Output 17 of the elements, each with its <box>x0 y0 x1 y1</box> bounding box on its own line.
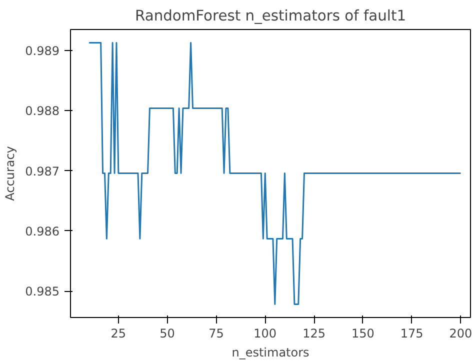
x-tick-label: 200 <box>449 326 472 340</box>
y-axis-title: Accuracy <box>3 146 18 201</box>
x-axis-title: n_estimators <box>232 346 310 360</box>
y-tick-label: 0.987 <box>25 164 60 178</box>
x-tick-label: 25 <box>110 326 126 340</box>
y-tick-label: 0.989 <box>25 44 60 58</box>
x-tick-label: 50 <box>160 326 175 340</box>
x-tick-label: 150 <box>351 326 374 340</box>
x-tick-label: 125 <box>302 326 326 340</box>
y-tick-label: 0.986 <box>25 224 60 238</box>
chart-title: RandomForest n_estimators of fault1 <box>134 8 406 24</box>
y-tick-label: 0.985 <box>25 284 60 299</box>
x-tick-label: 175 <box>400 326 424 340</box>
x-tick-label: 100 <box>254 326 277 340</box>
x-tick-label: 75 <box>208 326 224 340</box>
y-tick-label: 0.988 <box>25 104 60 118</box>
line-series <box>88 42 462 306</box>
